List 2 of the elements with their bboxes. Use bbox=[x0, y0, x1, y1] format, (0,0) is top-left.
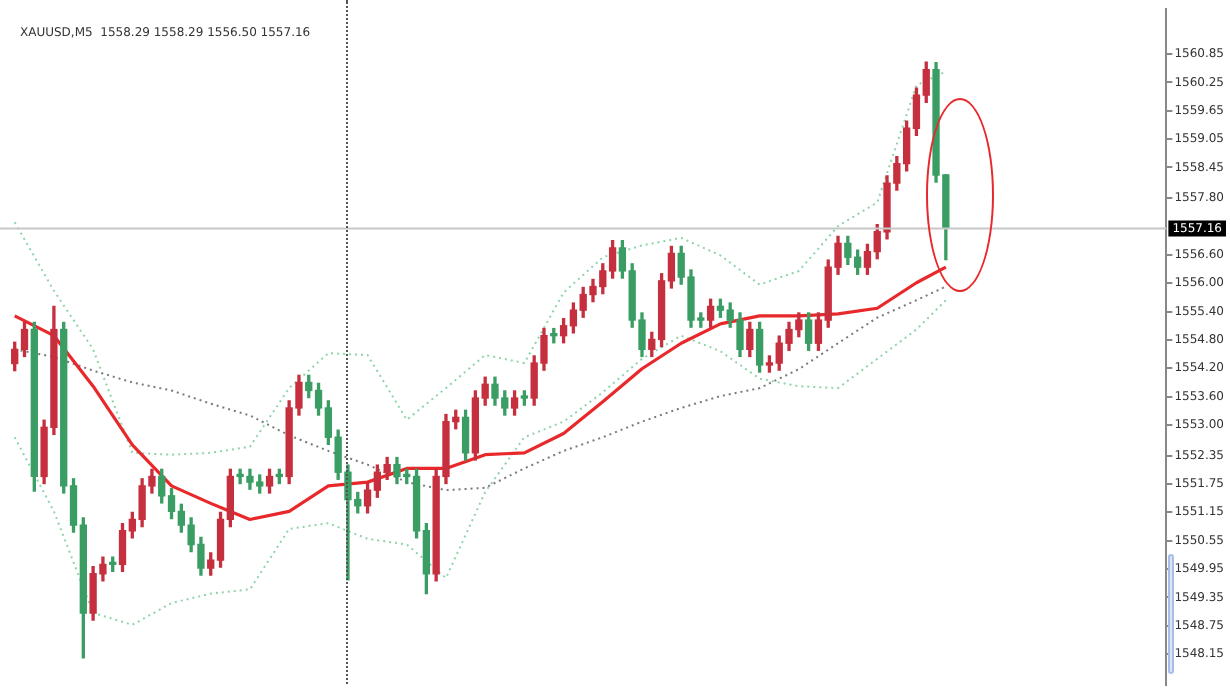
line-series bbox=[13, 70, 947, 456]
line-series bbox=[13, 299, 947, 626]
